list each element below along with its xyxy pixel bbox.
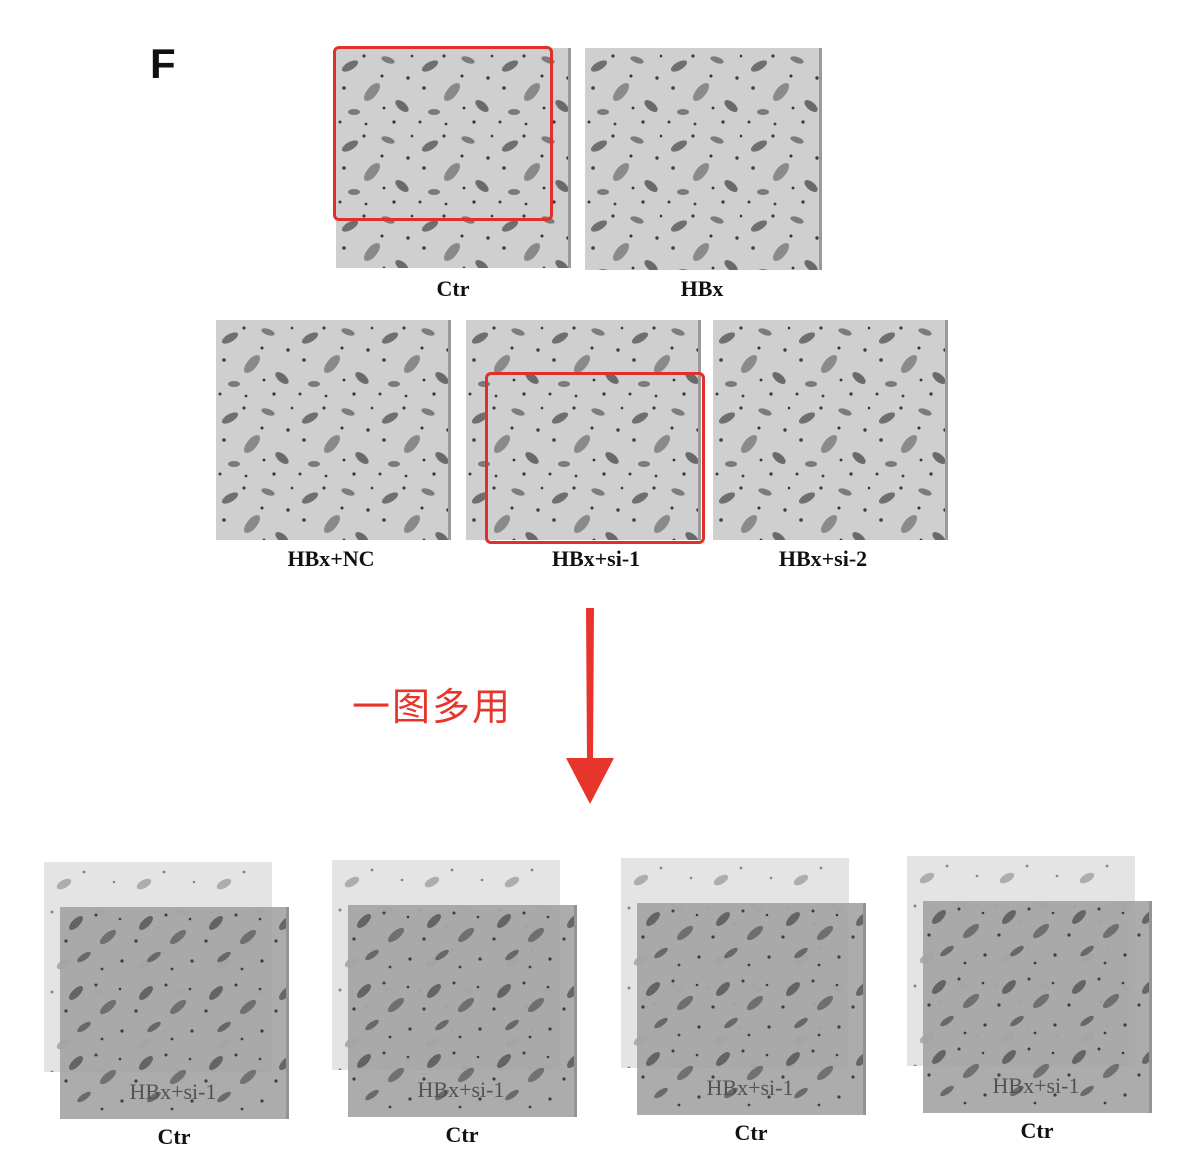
label-hbx-si-1: HBx+si-1 <box>551 546 641 571</box>
overlay-caption: HBx+si-1 <box>129 1079 217 1104</box>
overlay-stack-1: HBx+si-1 Ctr <box>44 862 294 1149</box>
overlay-caption: HBx+si-1 <box>417 1077 505 1102</box>
panel-letter: F <box>150 40 176 87</box>
annotation-text: 一图多用 <box>352 685 513 729</box>
highlight-box-hbx-si-1 <box>485 372 705 544</box>
stack-label: Ctr <box>734 1120 768 1145</box>
label-hbx-si-2: HBx+si-2 <box>778 546 868 571</box>
overlay-foreground-image: HBx+si-1 <box>637 903 866 1115</box>
overlay-foreground-image: HBx+si-1 <box>60 907 289 1119</box>
label-hbx: HBx <box>680 276 724 301</box>
stack-label: Ctr <box>445 1122 479 1147</box>
overlay-stack-3: HBx+si-1 Ctr <box>621 858 871 1145</box>
overlay-stack-4: HBx+si-1 Ctr <box>907 856 1157 1143</box>
overlay-stack-2: HBx+si-1 Ctr <box>332 860 582 1147</box>
down-arrow-icon <box>566 608 614 804</box>
overlay-foreground-image: HBx+si-1 <box>348 905 577 1117</box>
micrograph-hbx-si-2 <box>713 320 948 540</box>
stack-label: Ctr <box>157 1124 191 1149</box>
micrograph-hbx-si-1 <box>466 320 701 540</box>
overlay-foreground-image: HBx+si-1 <box>923 901 1152 1113</box>
overlay-caption: HBx+si-1 <box>706 1075 794 1100</box>
micrograph-ctr <box>336 48 571 268</box>
highlight-box-ctr <box>333 46 553 221</box>
overlay-caption: HBx+si-1 <box>992 1073 1080 1098</box>
label-ctr: Ctr <box>436 276 470 301</box>
micrograph-hbx <box>585 48 822 270</box>
label-hbx-nc: HBx+NC <box>287 546 375 571</box>
micrograph-hbx-nc <box>216 320 451 540</box>
stack-label: Ctr <box>1020 1118 1054 1143</box>
